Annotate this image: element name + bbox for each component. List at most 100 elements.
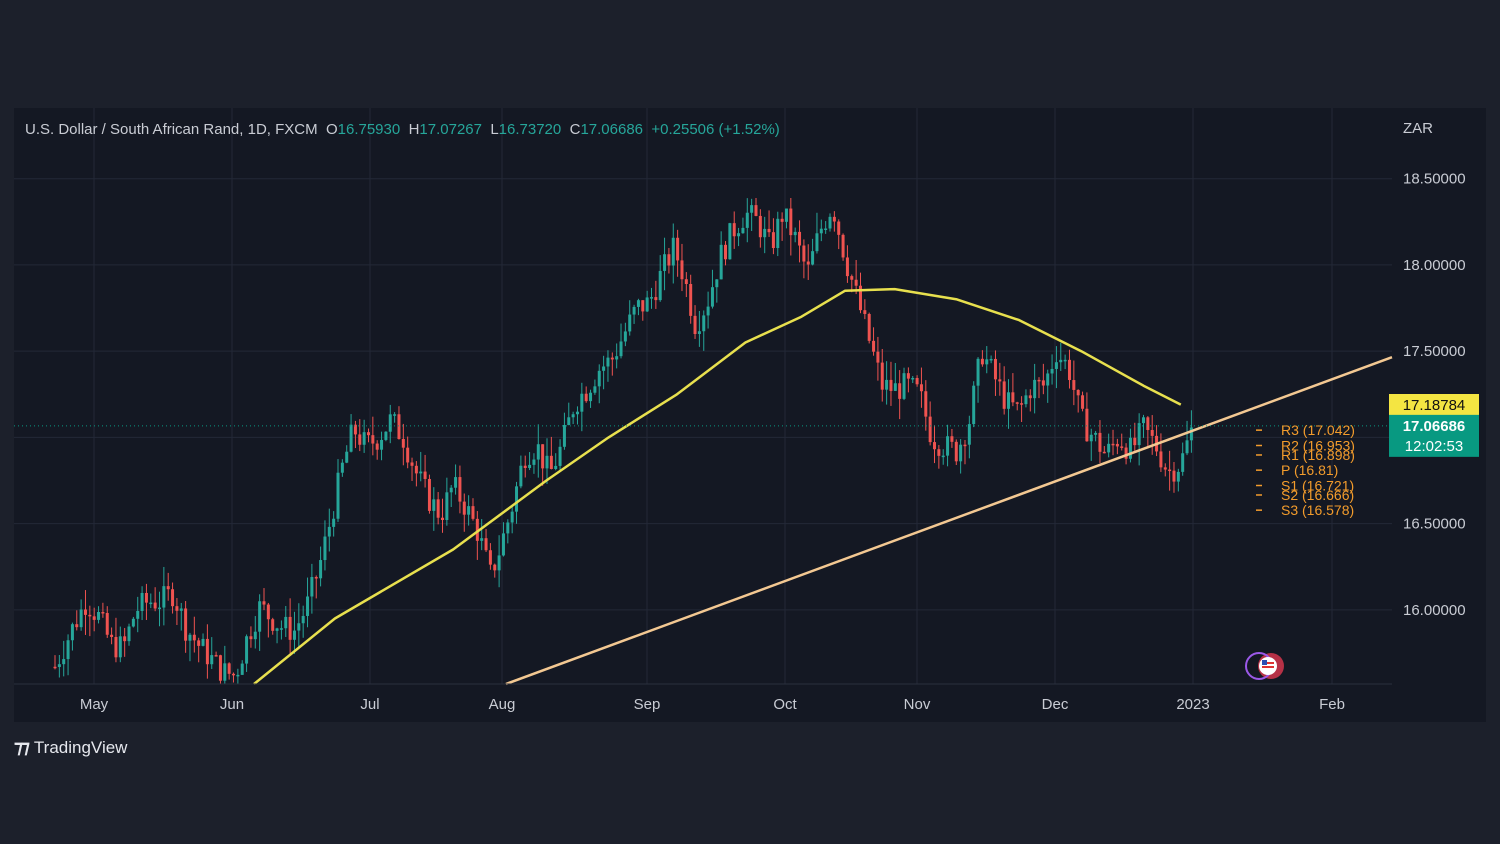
candle-body [1094, 432, 1098, 435]
support-trendline [505, 355, 1393, 686]
candle-body [763, 228, 767, 238]
candle-body [57, 664, 61, 668]
candle-body [528, 464, 532, 468]
candle-body [436, 499, 440, 518]
candle-body [819, 228, 823, 234]
candle-body [240, 663, 244, 675]
candle-body [937, 449, 941, 456]
candle-body [706, 306, 710, 316]
y-tick-label: 16.50000 [1403, 516, 1466, 533]
candle-body [815, 233, 819, 252]
candle-body [484, 538, 488, 551]
candle-body [214, 655, 218, 657]
candle-body [449, 487, 453, 493]
candle-body [184, 608, 188, 641]
candle-body [946, 436, 950, 456]
x-tick-label: Dec [1042, 696, 1069, 713]
pivot-label: S3 (16.578) [1281, 502, 1354, 518]
candle-body [227, 663, 231, 674]
candle-body [724, 244, 728, 260]
candle-body [1181, 453, 1185, 472]
candle-body [144, 592, 148, 603]
candle-body [410, 462, 414, 466]
candle-body [1163, 467, 1167, 470]
candle-body [423, 471, 427, 479]
candle-body [789, 208, 793, 236]
candle-body [645, 297, 649, 312]
candle-body [336, 472, 340, 519]
candle-body [445, 492, 449, 520]
candle-body [79, 609, 83, 628]
candle-body [1054, 362, 1058, 369]
moving-average-line [253, 287, 1182, 685]
candle-body [1168, 469, 1172, 472]
candle-body [253, 631, 257, 640]
candle-body [876, 351, 880, 363]
candle-body [885, 379, 889, 390]
candle-body [919, 384, 923, 392]
candle-body [1098, 432, 1102, 452]
candle-body [541, 444, 545, 469]
candle-body [980, 358, 984, 365]
y-tick-label: 18.00000 [1403, 257, 1466, 274]
ma-value-label: 17.18784 [1403, 397, 1466, 414]
candle-body [523, 465, 527, 468]
candle-body [284, 616, 288, 629]
candle-body [623, 331, 627, 342]
candle-body [388, 414, 392, 432]
candle-body [366, 432, 370, 436]
x-tick-label: Jun [220, 696, 244, 713]
candle-body [562, 425, 566, 447]
grid [14, 108, 1392, 684]
candle-body [867, 313, 871, 341]
candle-body [658, 270, 662, 301]
candle-body [1085, 408, 1089, 442]
candle-body [671, 237, 675, 266]
candle-body [371, 435, 375, 444]
candle-body [353, 424, 357, 435]
candle-body [889, 379, 893, 391]
tradingview-logo[interactable]: ⁊⁊ TradingView [14, 737, 127, 758]
candle-body [114, 636, 118, 658]
candle-body [171, 589, 175, 607]
pivot-label: R1 (16.898) [1281, 447, 1355, 463]
candle-body [1137, 423, 1141, 446]
candle-body [602, 366, 606, 371]
candle-body [62, 659, 66, 665]
candle-body [345, 451, 349, 463]
candle-body [841, 234, 845, 258]
open-label: O [325, 121, 338, 138]
candle-body [319, 560, 323, 579]
candle-body [266, 604, 270, 620]
candle-body [928, 416, 932, 443]
candle-body [501, 533, 505, 556]
candle-body [432, 499, 436, 511]
candle-body [880, 362, 884, 390]
candle-body [1041, 380, 1045, 386]
candle-body [110, 634, 114, 637]
candle-body [745, 212, 749, 228]
candle-body [667, 254, 671, 266]
candle-body [628, 314, 632, 332]
candle-body [1189, 427, 1193, 441]
candle-body [92, 616, 96, 620]
us-event-marker[interactable] [1245, 652, 1284, 680]
candle-body [340, 462, 344, 473]
candle-body [950, 436, 954, 442]
candle-body [872, 340, 876, 352]
candle-body [140, 592, 144, 611]
candle-body [397, 414, 401, 439]
candle-body [1037, 379, 1041, 382]
x-tick-label: Nov [904, 696, 931, 713]
pivot-label: S1 (16.721) [1281, 478, 1354, 494]
candle-body [554, 465, 558, 469]
candle-body [750, 205, 754, 213]
symbol-legend[interactable]: U.S. Dollar / South African Rand, 1D, FX… [25, 121, 780, 138]
candle-body [963, 444, 967, 447]
candle-body [197, 640, 201, 646]
candle-body [427, 478, 431, 511]
candle-body [515, 486, 519, 512]
countdown-label: 12:02:53 [1405, 438, 1463, 455]
pivot-label: S2 (16.666) [1281, 487, 1354, 503]
